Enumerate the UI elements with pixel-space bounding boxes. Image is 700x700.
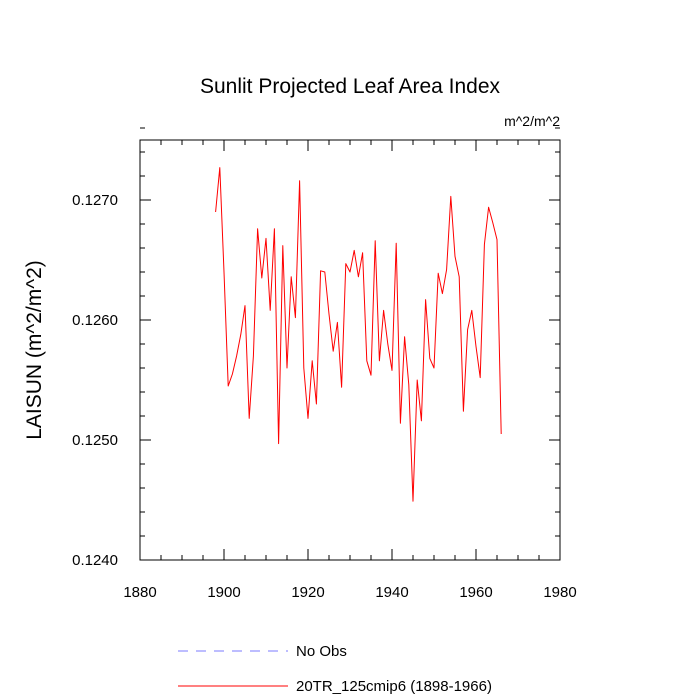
x-tick-label: 1900 <box>207 584 240 601</box>
y-tick-label: 0.1250 <box>72 432 118 449</box>
y-axis-label: LAISUN (m^2/m^2) <box>23 260 46 440</box>
x-axis-tick-labels: 1880 1900 1920 1940 1960 1980 <box>123 584 576 601</box>
x-tick-label: 1980 <box>543 584 576 601</box>
legend: No Obs 20TR_125cmip6 (1898-1966) <box>178 643 492 695</box>
legend-label: No Obs <box>296 643 347 660</box>
y-axis-tick-labels: 0.1240 0.1250 0.1260 0.1270 <box>72 192 118 569</box>
series-layer <box>215 167 502 502</box>
chart-title: Sunlit Projected Leaf Area Index <box>200 75 501 98</box>
x-tick-label: 1920 <box>291 584 324 601</box>
y-tick-label: 0.1240 <box>72 552 118 569</box>
x-tick-label: 1880 <box>123 584 156 601</box>
legend-label: 20TR_125cmip6 (1898-1966) <box>296 678 492 695</box>
x-tick-label: 1960 <box>459 584 492 601</box>
y-tick-label: 0.1270 <box>72 192 118 209</box>
series-line <box>215 167 502 502</box>
plot-area <box>139 139 561 561</box>
units-label: m^2/m^2 <box>504 113 560 129</box>
x-tick-label: 1940 <box>375 584 408 601</box>
y-tick-label: 0.1260 <box>72 312 118 329</box>
axis-ticks <box>139 127 561 561</box>
